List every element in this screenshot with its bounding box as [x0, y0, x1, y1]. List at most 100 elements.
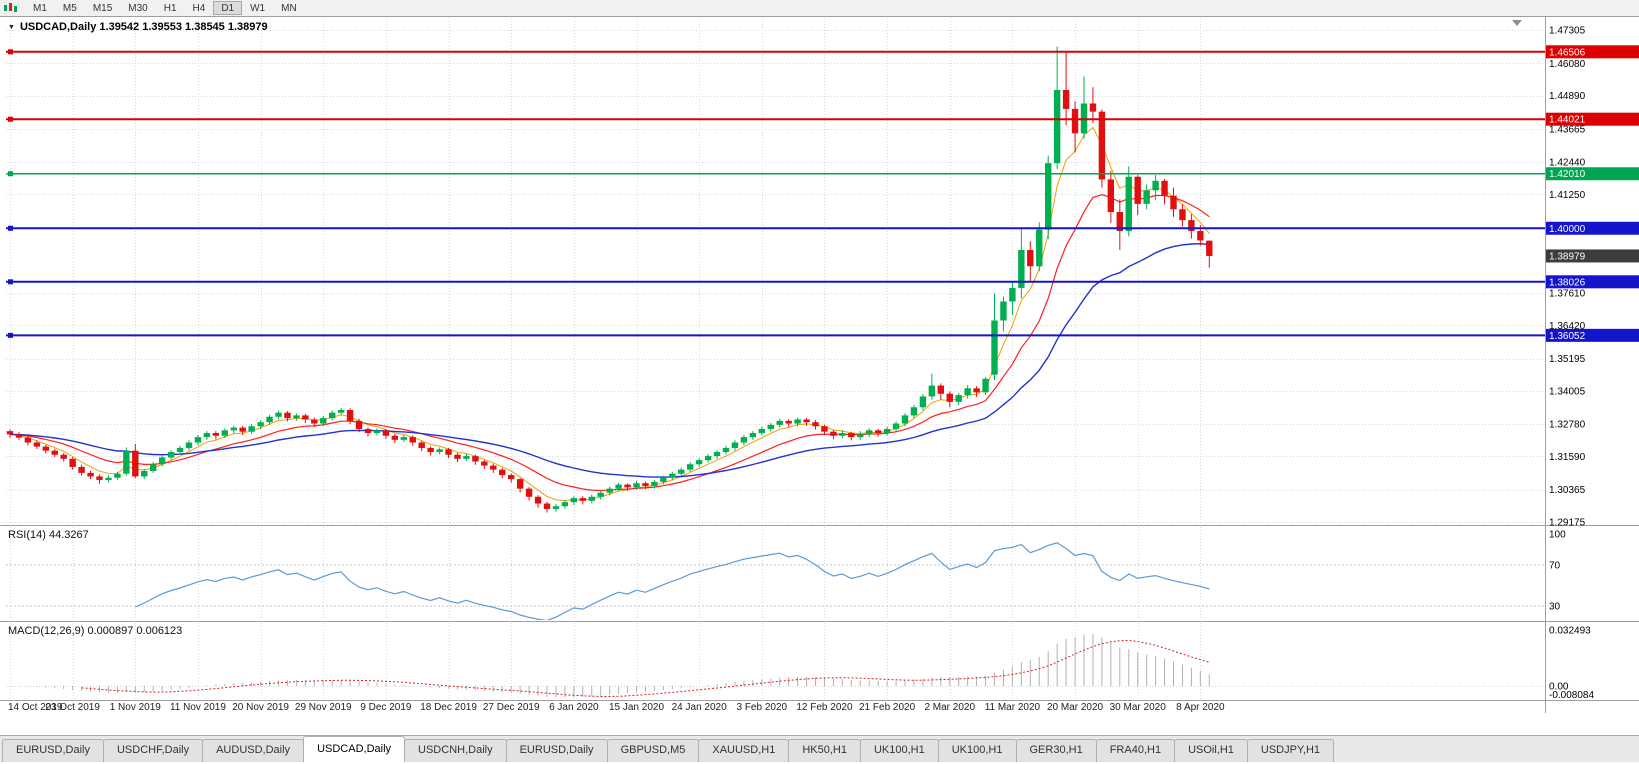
date-axis-label: 12 Feb 2020	[796, 702, 853, 713]
date-axis-label: 15 Jan 2020	[609, 702, 664, 713]
date-axis-label: 18 Dec 2019	[420, 702, 477, 713]
date-axis-label: 1 Nov 2019	[110, 702, 162, 713]
price-axis-label: 1.44890	[1549, 91, 1586, 102]
chart-tab-xauusd-h1[interactable]: XAUUSD,H1	[698, 739, 790, 762]
rsi-axis-label: 30	[1549, 602, 1561, 613]
rsi-indicator-label: RSI(14) 44.3267	[8, 529, 89, 541]
chart-tab-ger30-h1[interactable]: GER30,H1	[1015, 739, 1097, 762]
chart-tab-usoil-h1[interactable]: USOil,H1	[1174, 739, 1248, 762]
price-tag-text: 1.40000	[1549, 224, 1586, 235]
chart-tab-usdcad-daily[interactable]: USDCAD,Daily	[303, 736, 406, 762]
date-axis-label: 24 Jan 2020	[672, 702, 727, 713]
chart-tab-bar: EURUSD,Daily USDCHF,Daily AUDUSD,Daily USDC…	[0, 735, 1639, 762]
date-axis-label: 21 Feb 2020	[859, 702, 916, 713]
rsi-axis-label: 100	[1549, 530, 1566, 541]
price-tag	[1546, 45, 1639, 59]
date-axis-label: 3 Feb 2020	[736, 702, 787, 713]
price-tag-text: 1.42010	[1549, 169, 1586, 180]
chart-tab-eurusd-daily[interactable]: EURUSD,Daily	[505, 739, 608, 762]
macd-axis-label: 0.00	[1549, 682, 1569, 693]
price-axis-label: 1.29175	[1549, 517, 1586, 528]
line-handle[interactable]	[8, 171, 13, 177]
price-axis-label: 1.42440	[1549, 158, 1586, 169]
macd-histogram	[18, 633, 1210, 698]
vertical-gridlines	[10, 18, 1201, 699]
price-tag	[1546, 221, 1639, 235]
timeframe-toolbar: M1 M5 M15 M30 H1 H4 D1 W1 MN	[0, 0, 1639, 17]
rsi-axis-label: 70	[1549, 560, 1561, 571]
chart-tab-uk100-h1[interactable]: UK100,H1	[859, 739, 939, 762]
date-axis-label: 20 Nov 2019	[232, 702, 289, 713]
macd-axis-label: -0.008084	[1549, 690, 1594, 701]
chart-title-text: USDCAD,Daily 1.39542 1.39553 1.38545 1.3…	[19, 21, 268, 33]
price-axis-label: 1.35195	[1549, 354, 1586, 365]
horizontal-gridlines	[6, 30, 1545, 523]
price-tag-text: 1.44021	[1549, 115, 1586, 126]
line-handle[interactable]	[8, 279, 13, 285]
price-axis-label: 1.37610	[1549, 289, 1586, 300]
macd-signal-line	[81, 639, 1210, 697]
chart-shift-marker[interactable]	[1512, 20, 1522, 26]
macd-axis-label: 0.032493	[1549, 626, 1591, 637]
timeframe-button-mn[interactable]: MN	[281, 3, 297, 14]
price-axis-label: 1.46080	[1549, 59, 1586, 70]
date-axis-label: 14 Oct 2019	[8, 702, 63, 713]
timeframe-button-m1[interactable]: M1	[33, 3, 47, 14]
chart-tab-fra40-h1[interactable]: FRA40,H1	[1095, 739, 1176, 762]
price-axis-label: 1.47305	[1549, 26, 1586, 37]
ma-slow-blue	[9, 242, 1210, 478]
chart-tab-uk100-h1[interactable]: UK100,H1	[937, 739, 1017, 762]
price-tag-text: 1.38979	[1549, 251, 1586, 262]
chart-tab-gbpusd-m5[interactable]: GBPUSD,M5	[606, 739, 700, 762]
chart-tab-usdjpy-h1[interactable]: USDJPY,H1	[1246, 739, 1335, 762]
line-handle[interactable]	[8, 225, 13, 231]
price-axis-label: 1.43665	[1549, 124, 1586, 135]
date-axis-label: 29 Nov 2019	[295, 702, 352, 713]
timeframe-button-w1[interactable]: W1	[250, 3, 266, 14]
price-tag	[1546, 249, 1639, 263]
chart-title: ▼ USDCAD,Daily 1.39542 1.39553 1.38545 1…	[8, 21, 268, 33]
price-axis-label: 1.30365	[1549, 485, 1586, 496]
date-axis-label: 11 Mar 2020	[985, 702, 1041, 713]
date-axis-label: 23 Oct 2019	[45, 702, 100, 713]
timeframe-button-d1[interactable]: D1	[213, 1, 243, 15]
price-axis-label: 1.32780	[1549, 420, 1586, 431]
price-scale-area[interactable]	[1546, 17, 1639, 713]
date-axis-label: 2 Mar 2020	[924, 702, 975, 713]
price-tag	[1546, 167, 1639, 181]
price-axis-label: 1.34005	[1549, 386, 1586, 397]
timeframe-button-m15[interactable]: M15	[92, 3, 113, 14]
date-axis-label: 30 Mar 2020	[1110, 702, 1167, 713]
line-handle[interactable]	[8, 116, 13, 122]
price-tag	[1546, 328, 1639, 342]
line-handle[interactable]	[8, 332, 13, 338]
candlestick-series	[6, 46, 1213, 513]
date-axis-label: 8 Apr 2020	[1176, 702, 1225, 713]
date-axis-label: 20 Mar 2020	[1047, 702, 1104, 713]
chart-type-icon[interactable]	[3, 2, 21, 15]
price-axis-label: 1.41250	[1549, 190, 1586, 201]
chart-tab-audusd-daily[interactable]: AUDUSD,Daily	[202, 739, 305, 762]
time-scale-area[interactable]	[0, 700, 1545, 713]
price-tag	[1546, 275, 1639, 289]
timeframe-button-h4[interactable]: H4	[192, 3, 206, 14]
price-axis-label: 1.36420	[1549, 321, 1586, 332]
date-axis-label: 6 Jan 2020	[549, 702, 599, 713]
chart-tab-usdcnh-daily[interactable]: USDCNH,Daily	[404, 739, 507, 762]
chart-tab-eurusd-daily[interactable]: EURUSD,Daily	[2, 739, 104, 762]
date-axis-label: 11 Nov 2019	[170, 702, 226, 713]
chart-canvas[interactable]: 1.47305 1.46080 1.44890 1.43665 1.42440 1.412…	[0, 0, 1639, 713]
timeframe-button-m5[interactable]: M5	[62, 3, 77, 14]
macd-indicator-label: MACD(12,26,9) 0.000897 0.006123	[8, 625, 183, 637]
price-axis-label: 1.31590	[1549, 452, 1586, 463]
chart-tab-hk50-h1[interactable]: HK50,H1	[788, 739, 861, 762]
collapse-triangle-icon[interactable]: ▼	[8, 23, 15, 31]
price-tag-text: 1.46506	[1549, 47, 1586, 58]
price-tag	[1546, 112, 1639, 126]
timeframe-button-h1[interactable]: H1	[163, 3, 177, 14]
timeframe-button-m30[interactable]: M30	[128, 3, 148, 14]
chart-tab-usdchf-daily[interactable]: USDCHF,Daily	[102, 739, 204, 762]
line-handle[interactable]	[8, 49, 13, 55]
date-axis-label: 27 Dec 2019	[483, 702, 540, 713]
